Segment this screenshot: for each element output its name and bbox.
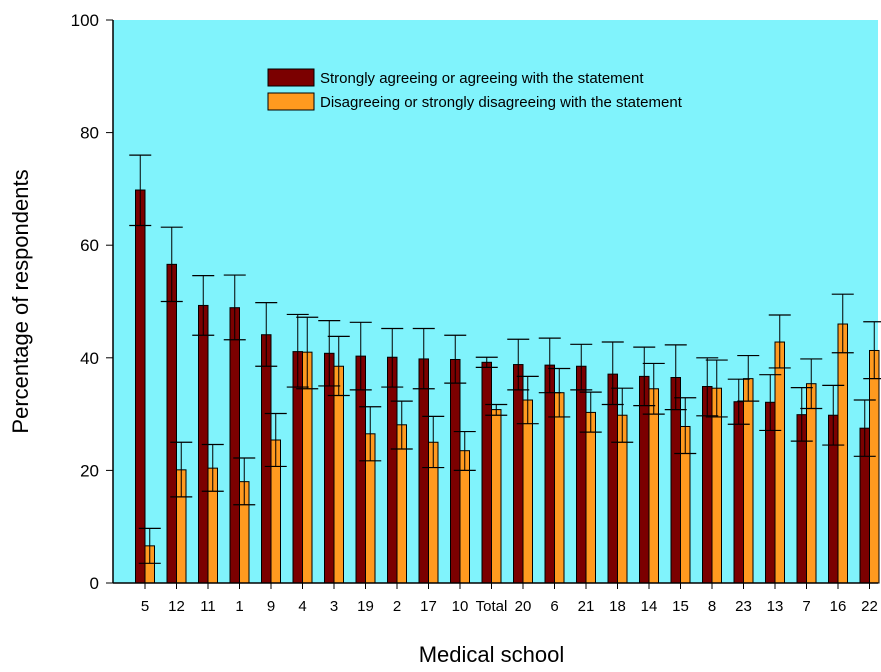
y-axis-title: Percentage of respondents [8, 169, 33, 433]
legend-swatch-agree [267, 68, 315, 87]
bar-agree-14 [639, 375, 650, 584]
legend-label-agree: Strongly agreeing or agreeing with the s… [320, 70, 644, 87]
bar-agree-12 [166, 263, 177, 584]
bar-agree-Total [481, 361, 492, 584]
bar-disagree-14 [648, 388, 659, 584]
bar-disagree-23 [743, 378, 754, 584]
bar-disagree-13 [774, 341, 785, 584]
bar-agree-2 [387, 356, 398, 584]
x-tick-label-11: 11 [200, 598, 216, 615]
x-tick-label-23: 23 [735, 598, 752, 615]
bar-agree-17 [418, 358, 429, 584]
x-tick-label-4: 4 [298, 598, 306, 615]
axes-layer: 5 12 11 1 9 4 3 19 2 17 10 Total 20 6 21 18 14 15 8 23 13 7 16… [71, 11, 878, 615]
y-tick-label-100: 100 [71, 11, 99, 30]
y-tick-label-20: 20 [80, 461, 99, 480]
bar-disagree-22 [869, 349, 880, 584]
bar-agree-3 [324, 352, 335, 584]
x-tick-label-6: 6 [550, 598, 558, 615]
x-tick-label-5: 5 [141, 598, 149, 615]
bar-disagree-7 [806, 383, 817, 584]
x-tick-label-3: 3 [330, 598, 338, 615]
bar-disagree-20 [522, 399, 533, 584]
x-tick-label-16: 16 [830, 598, 847, 615]
x-tick-label-13: 13 [767, 598, 784, 615]
x-tick-label-7: 7 [802, 598, 810, 615]
bar-agree-1 [229, 307, 240, 584]
bar-agree-5 [135, 189, 146, 584]
x-tick-label-19: 19 [357, 598, 374, 615]
bar-agree-6 [544, 364, 555, 584]
y-tick-label-40: 40 [80, 349, 99, 368]
x-tick-label-18: 18 [609, 598, 626, 615]
bar-disagree-21 [585, 411, 596, 584]
bar-disagree-3 [333, 365, 344, 584]
x-tick-label-10: 10 [452, 598, 469, 615]
bar-disagree-16 [837, 323, 848, 584]
legend-label-disagree: Disagreeing or strongly disagreeing with… [320, 94, 683, 111]
x-tick-label-8: 8 [708, 598, 716, 615]
x-tick-label-12: 12 [168, 598, 185, 615]
bar-agree-23 [733, 401, 744, 584]
bar-disagree-Total [491, 409, 502, 584]
y-tick-label-0: 0 [90, 574, 99, 593]
x-tick-label-2: 2 [393, 598, 401, 615]
bar-agree-18 [607, 373, 618, 584]
bar-agree-10 [450, 358, 461, 584]
x-axis-title: Medical school [419, 642, 565, 667]
bar-agree-21 [576, 365, 587, 584]
legend-swatch-disagree [267, 92, 315, 111]
y-tick-label-80: 80 [80, 124, 99, 143]
x-tick-label-14: 14 [641, 598, 658, 615]
x-tick-label-17: 17 [420, 598, 437, 615]
error-bars-layer [129, 154, 881, 564]
x-tick-label-Total: Total [476, 598, 508, 615]
x-tick-label-9: 9 [267, 598, 275, 615]
legend: Strongly agreeing or agreeing with the s… [267, 68, 683, 111]
bar-agree-9 [261, 334, 272, 584]
bar-agree-20 [513, 364, 524, 584]
x-tick-label-20: 20 [515, 598, 532, 615]
x-tick-label-21: 21 [578, 598, 595, 615]
x-tick-label-15: 15 [672, 598, 689, 615]
bar-disagree-6 [554, 392, 565, 584]
y-tick-label-60: 60 [80, 236, 99, 255]
x-tick-label-22: 22 [861, 598, 878, 615]
x-tick-label-1: 1 [235, 598, 243, 615]
